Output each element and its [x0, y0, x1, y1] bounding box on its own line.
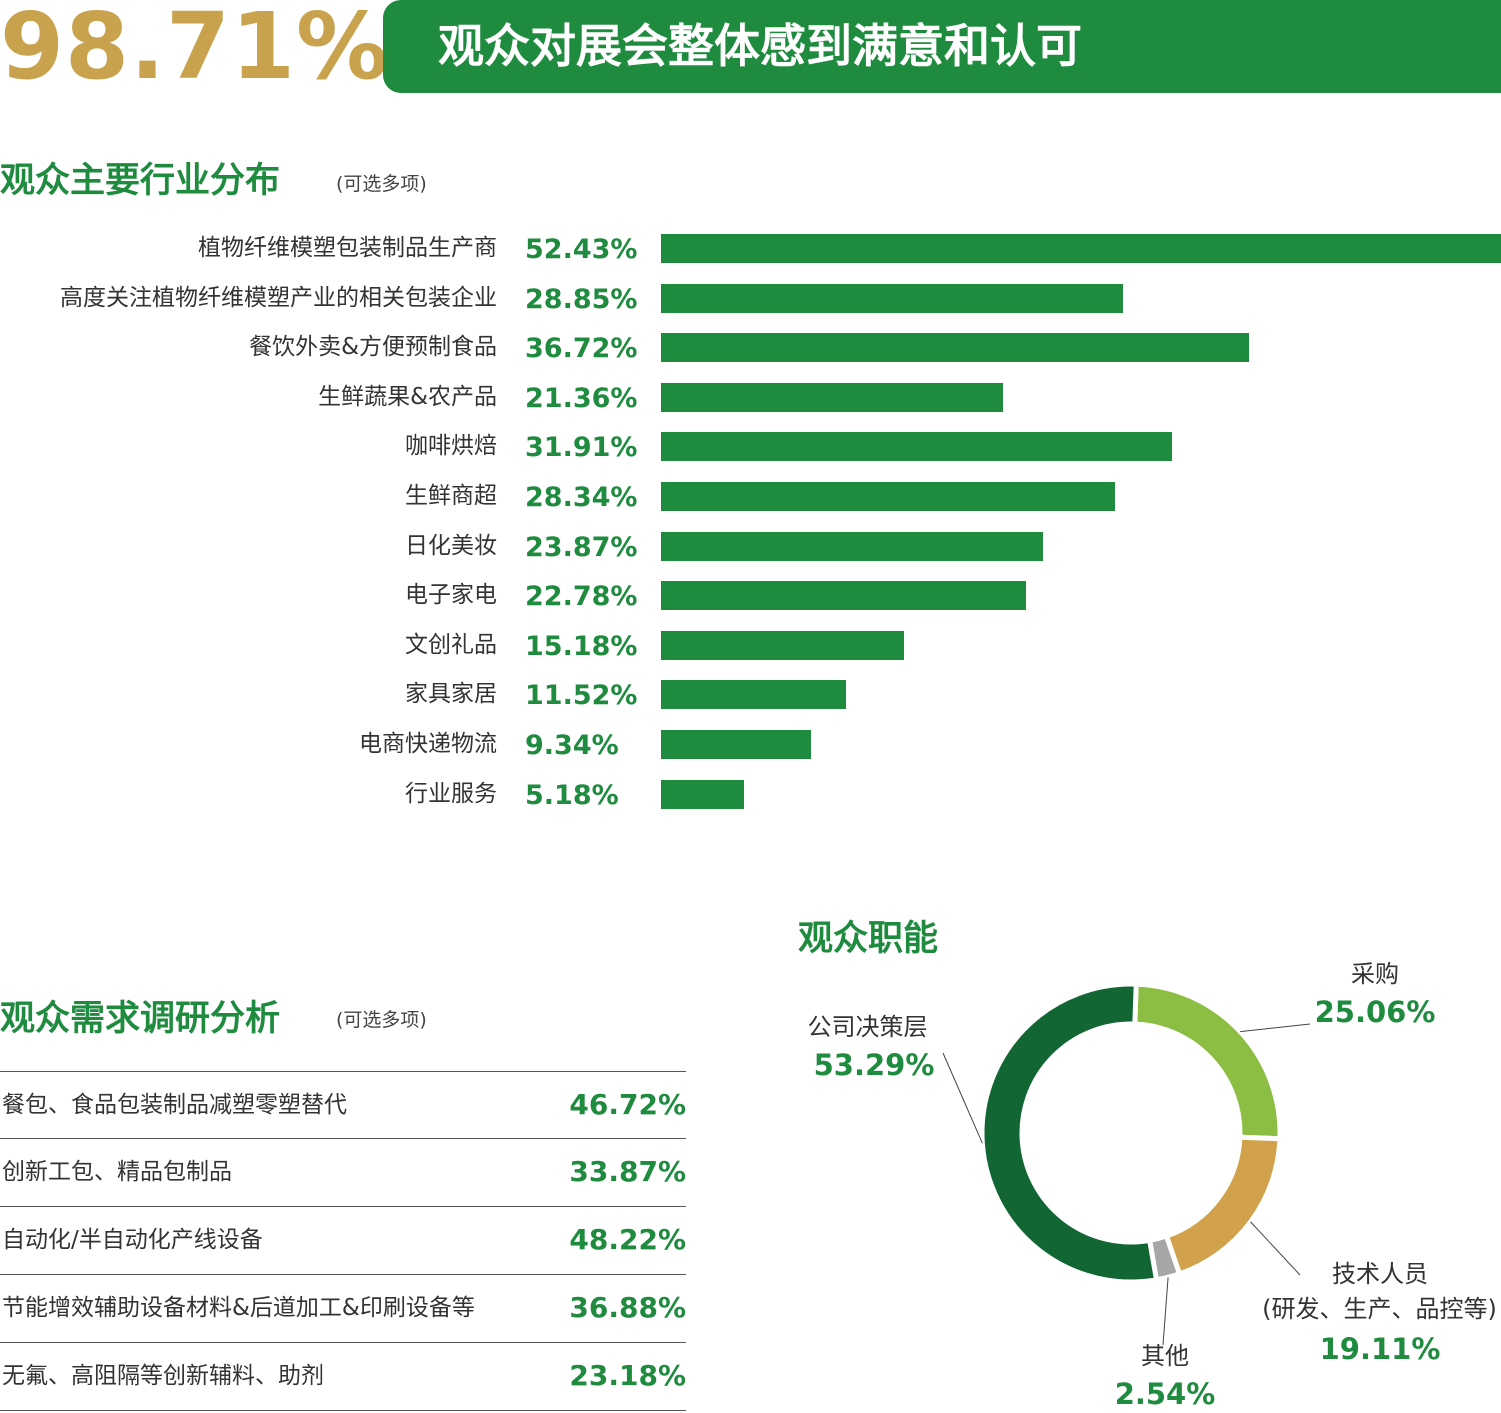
slice-value-procurement: 25.06% [1314, 995, 1436, 1029]
bar [661, 283, 1123, 313]
bar-category-label: 电子家电 [405, 582, 497, 609]
bar-category-label: 日化美妆 [405, 532, 497, 559]
slice-sublabel-technical: (研发、生产、品控等) [1262, 1295, 1497, 1323]
bar [661, 630, 904, 660]
bar-value-label: 15.18% [525, 630, 638, 662]
demand-section-note: (可选多项) [336, 1009, 427, 1031]
satisfaction-banner-text: 观众对展会整体感到满意和认可 [438, 19, 1082, 73]
donut-slice-procurement [1132, 981, 1283, 1142]
leader-line [1250, 1221, 1301, 1276]
bar-category-label: 文创礼品 [405, 631, 497, 658]
demand-row-value: 23.18% [569, 1359, 686, 1392]
bar-value-label: 36.72% [525, 333, 638, 365]
slice-value-technical: 19.11% [1319, 1332, 1441, 1366]
industry-bar-chart: 植物纤维模塑包装制品生产商 52.43% 高度关注植物纤维模塑产业的相关包装企业 28… [60, 234, 1501, 811]
slice-label-procurement: 采购 [1351, 960, 1399, 988]
bar [661, 234, 1501, 263]
bar-value-label: 28.34% [525, 482, 638, 513]
bar-category-label: 植物纤维模塑包装制品生产商 [198, 235, 497, 261]
satisfaction-banner [383, 0, 1501, 93]
demand-row-value: 46.72% [569, 1088, 686, 1121]
bar-category-label: 餐饮外卖&方便预制食品 [249, 334, 497, 361]
bar [661, 581, 1026, 611]
industry-section-title: 观众主要行业分布 [0, 161, 281, 201]
bar-category-label: 生鲜商超 [405, 483, 497, 509]
bar-value-label: 11.52% [525, 680, 638, 712]
table-divider [0, 1274, 686, 1275]
roles-section-title: 观众职能 [798, 919, 939, 959]
demand-row-label: 创新工包、精品包制品 [2, 1159, 232, 1185]
bar-value-label: 9.34% [525, 730, 619, 761]
bar-value-label: 21.36% [525, 382, 638, 414]
demand-section-title: 观众需求调研分析 [0, 999, 281, 1039]
demand-row-label: 节能增效辅助设备材料&后道加工&印刷设备等 [2, 1295, 475, 1321]
demand-row-value: 36.88% [569, 1291, 686, 1324]
bar [661, 333, 1249, 363]
table-divider [0, 1410, 686, 1411]
leader-line [1240, 1023, 1311, 1033]
bar-value-label: 31.91% [525, 432, 638, 464]
slice-value-other: 2.54% [1114, 1377, 1216, 1411]
bar-value-label: 5.18% [525, 779, 619, 811]
slice-label-technical: 技术人员 [1332, 1260, 1428, 1288]
bar-category-label: 咖啡烘焙 [405, 433, 497, 460]
bar-category-label: 电商快递物流 [359, 731, 497, 757]
slice-label-executives: 公司决策层 [807, 1013, 928, 1041]
bar [661, 680, 846, 710]
demand-row-label: 餐包、食品包装制品减塑零塑替代 [2, 1092, 347, 1118]
table-divider [0, 1342, 686, 1343]
table-divider [0, 1071, 686, 1072]
satisfaction-percentage: 98.71% [0, 0, 390, 100]
bar [661, 382, 1003, 412]
demand-row-label: 自动化/半自动化产线设备 [2, 1227, 263, 1253]
bar-category-label: 生鲜蔬果&农产品 [318, 383, 497, 410]
demand-row-label: 无氟、高阻隔等创新辅料、助剂 [2, 1363, 324, 1389]
demand-row-value: 33.87% [569, 1155, 686, 1188]
bar-category-label: 行业服务 [405, 780, 497, 807]
bar-value-label: 52.43% [525, 234, 638, 265]
table-divider [0, 1206, 686, 1207]
slice-label-other: 其他 [1141, 1342, 1189, 1370]
donut-slice-executives [979, 981, 1160, 1285]
bar-category-label: 家具家居 [405, 681, 497, 708]
bar [661, 432, 1172, 462]
bar-value-label: 23.87% [525, 531, 638, 563]
bar-value-label: 28.85% [525, 283, 638, 315]
slice-value-executives: 53.29% [813, 1048, 935, 1082]
demand-row-value: 48.22% [569, 1223, 686, 1256]
leader-line [1162, 1277, 1169, 1346]
table-divider [0, 1138, 686, 1139]
bar [661, 531, 1043, 561]
bar [661, 482, 1115, 511]
bar-value-label: 22.78% [525, 581, 638, 613]
leader-line [942, 1052, 983, 1144]
bar [661, 730, 811, 759]
bar-category-label: 高度关注植物纤维模塑产业的相关包装企业 [60, 284, 497, 311]
industry-section-note: (可选多项) [336, 173, 427, 195]
bar [661, 779, 744, 809]
donut-slice-technical [1163, 1134, 1283, 1278]
